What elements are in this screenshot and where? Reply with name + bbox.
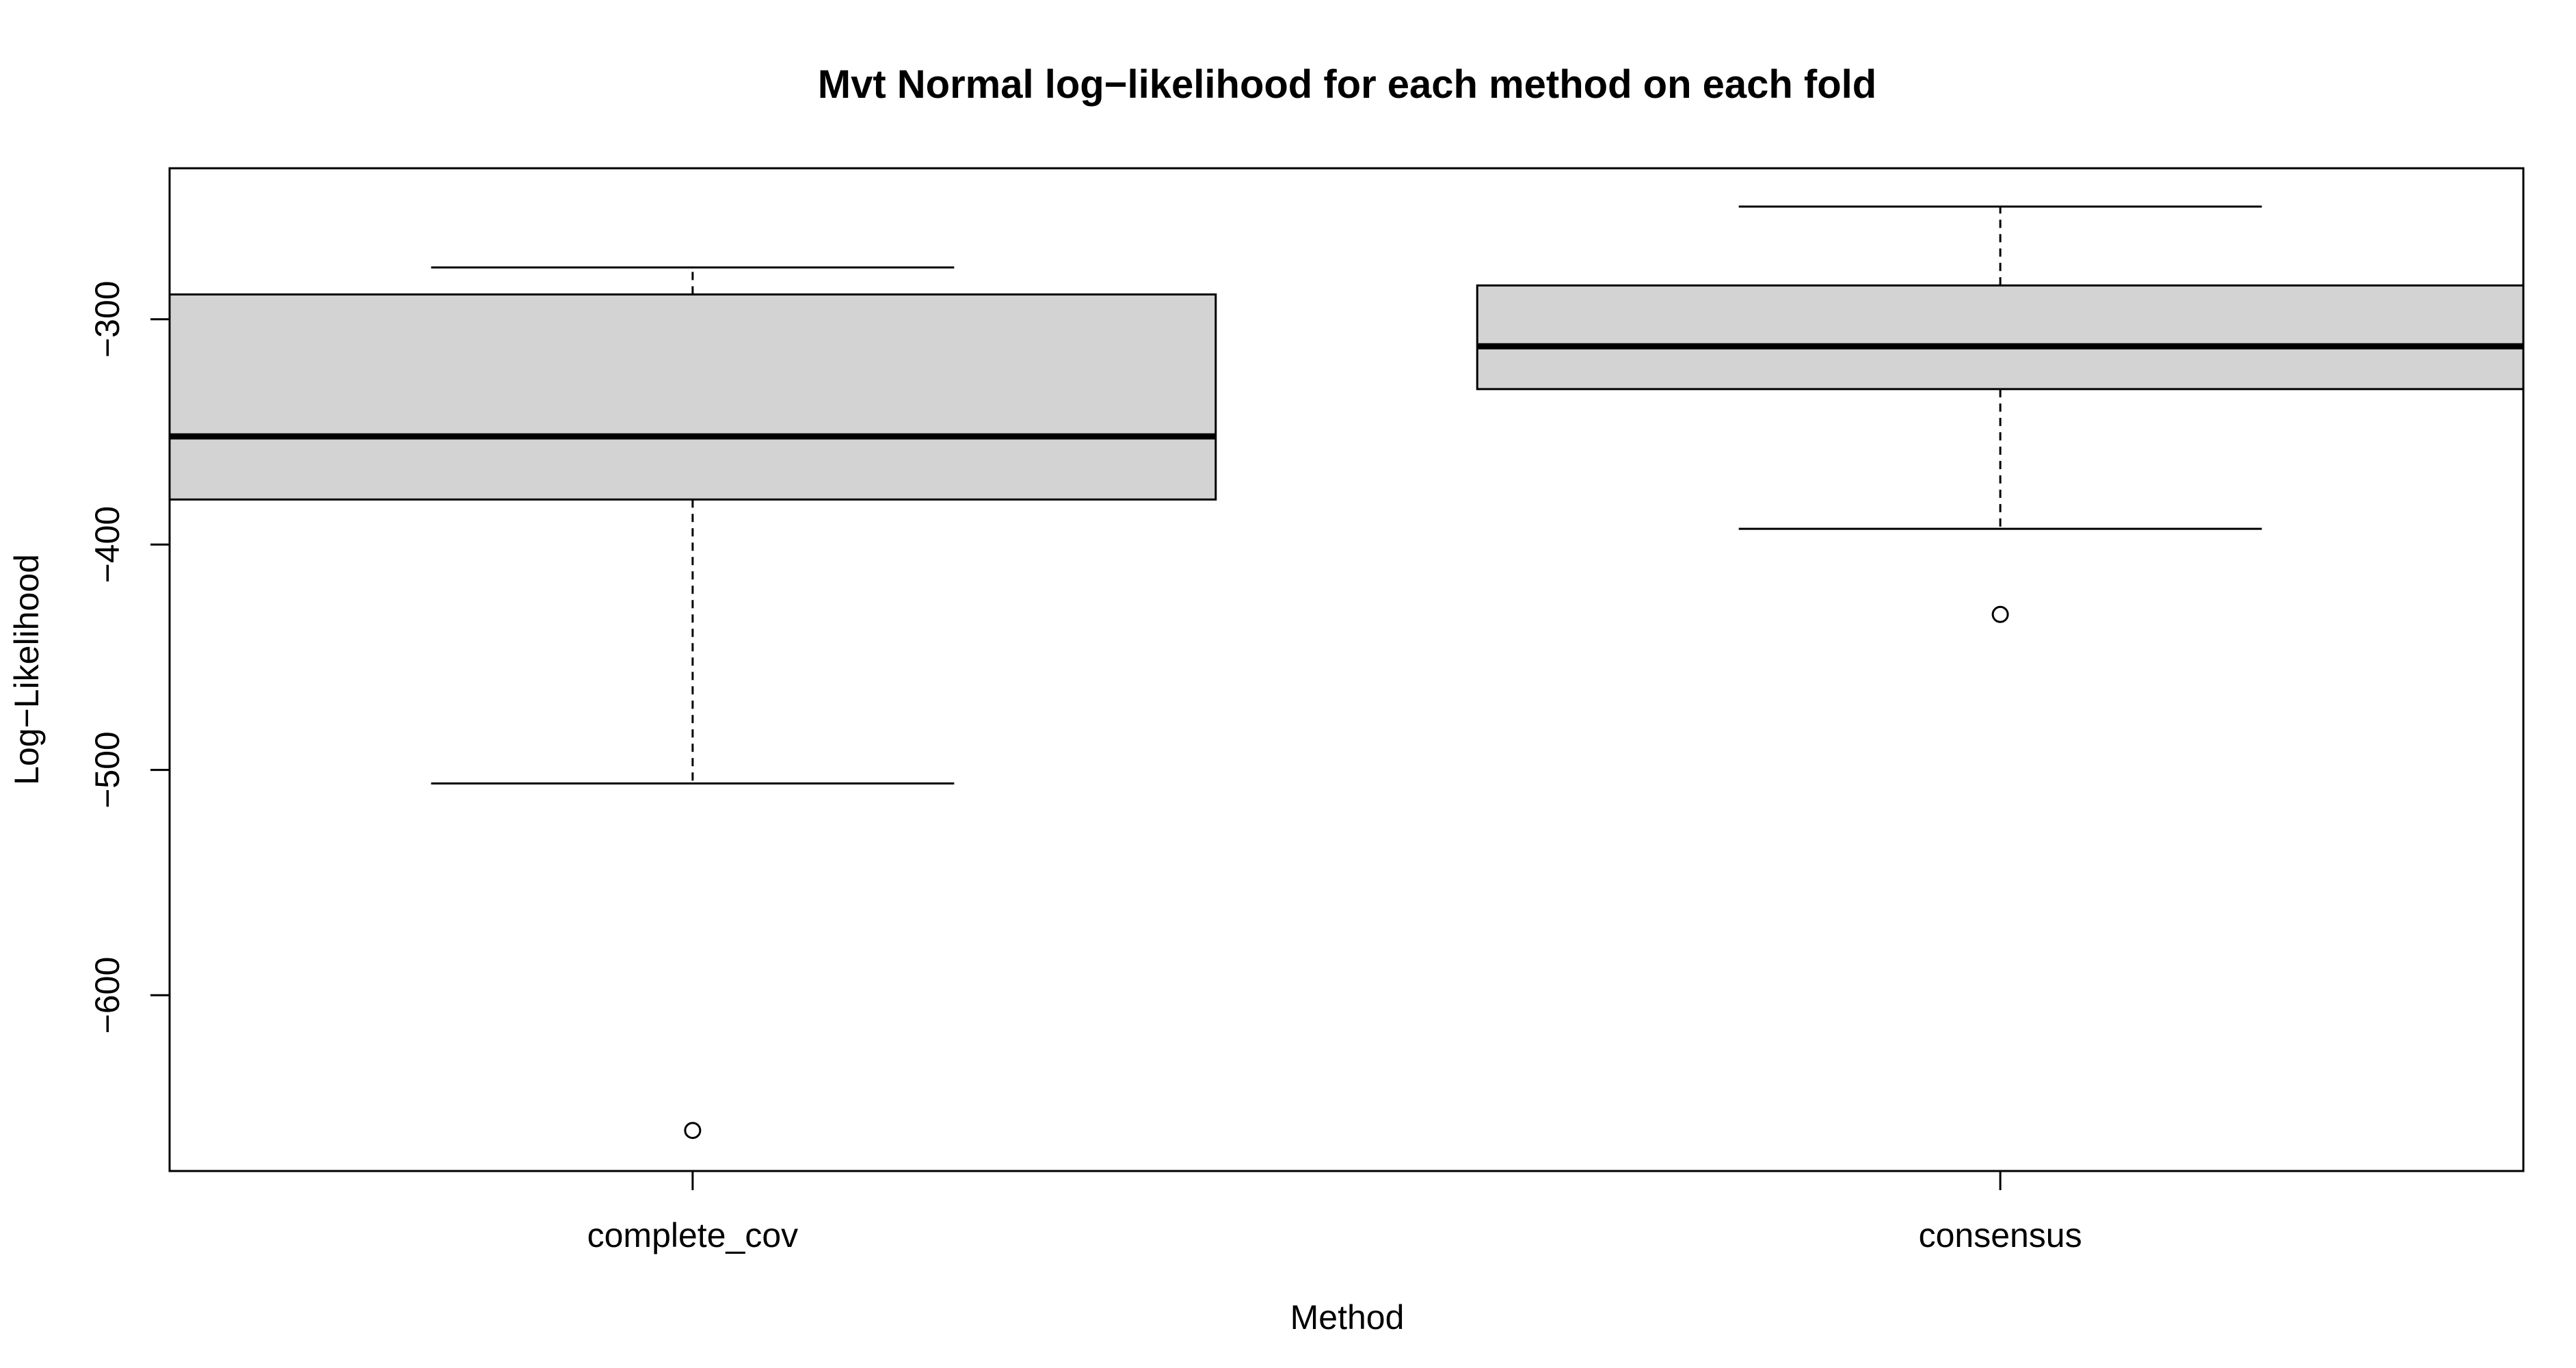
outlier-point [1991, 605, 2009, 623]
y-tick-label: −500 [88, 731, 127, 808]
iqr-box [1476, 284, 2525, 391]
box-group [1476, 205, 2525, 623]
x-tick-label: consensus [1919, 1216, 2082, 1254]
x-axis-title: Method [1290, 1298, 1405, 1337]
x-tick-label: complete_cov [587, 1216, 799, 1254]
plot-frame [168, 167, 2525, 1172]
y-axis: −600 −500 −400 −300 [88, 280, 170, 1034]
outlier-point [684, 1122, 702, 1140]
x-axis: complete_cov consensus [587, 1171, 2082, 1254]
chart-title: Mvt Normal log−likelihood for each metho… [818, 62, 1876, 107]
plot-area [168, 205, 2525, 1140]
y-tick-label: −600 [88, 957, 127, 1034]
y-axis-title: Log−Likelihood [8, 554, 46, 785]
y-tick-label: −300 [88, 280, 127, 358]
y-tick-label: −400 [88, 506, 127, 583]
iqr-box [168, 293, 1217, 501]
box-group [168, 266, 1217, 1140]
